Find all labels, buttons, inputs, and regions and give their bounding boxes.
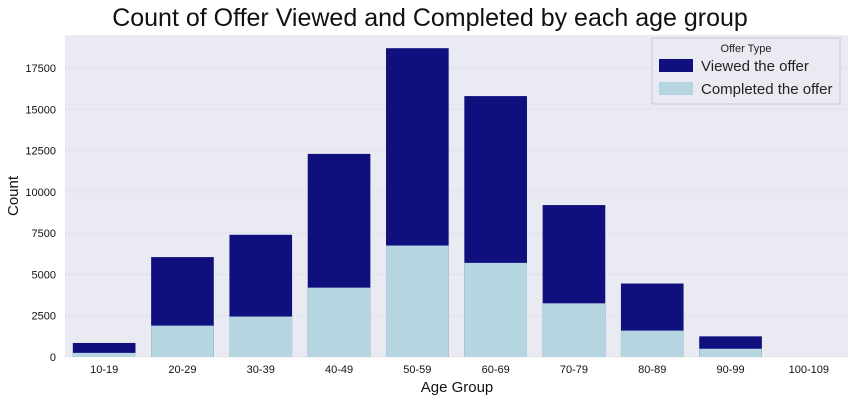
bar-completed xyxy=(464,262,527,357)
legend-label-completed: Completed the offer xyxy=(701,81,832,98)
x-tick-label: 50-59 xyxy=(403,364,431,376)
bar-completed xyxy=(620,330,684,357)
y-tick-label: 17500 xyxy=(25,63,56,75)
legend-label-viewed: Viewed the offer xyxy=(701,58,809,75)
x-tick-label: 30-39 xyxy=(247,364,275,376)
y-tick-label: 12500 xyxy=(25,146,56,158)
y-axis: 0 2500 5000 7500 10000 12500 15000 17500 xyxy=(25,63,56,364)
bar-completed xyxy=(699,348,762,357)
bar-completed xyxy=(386,245,449,357)
y-tick-label: 15000 xyxy=(25,104,56,116)
y-tick-label: 5000 xyxy=(32,269,56,281)
bars xyxy=(72,48,762,357)
bar-completed xyxy=(307,287,371,357)
x-tick-label: 40-49 xyxy=(325,364,353,376)
x-tick-label: 10-19 xyxy=(90,364,118,376)
legend-swatch-viewed xyxy=(659,59,693,72)
x-tick-label: 100-109 xyxy=(789,364,829,376)
x-tick-label: 20-29 xyxy=(168,364,196,376)
bar-completed xyxy=(151,325,214,357)
x-tick-label: 80-89 xyxy=(638,364,666,376)
y-tick-label: 2500 xyxy=(32,311,56,323)
x-tick-label: 90-99 xyxy=(716,364,744,376)
y-tick-label: 10000 xyxy=(25,187,56,199)
legend-swatch-completed xyxy=(659,82,693,95)
y-tick-label: 7500 xyxy=(32,228,56,240)
y-tick-label: 0 xyxy=(50,352,56,364)
legend-title: Offer Type xyxy=(721,43,772,55)
x-axis: 10-19 20-29 30-39 40-49 50-59 60-69 70-79 80-89… xyxy=(90,364,829,376)
x-tick-label: 60-69 xyxy=(482,364,510,376)
y-axis-label: Count xyxy=(5,175,22,216)
bar-completed xyxy=(542,303,606,357)
x-axis-label: Age Group xyxy=(421,379,494,396)
chart-title: Count of Offer Viewed and Completed by e… xyxy=(112,4,748,32)
x-tick-label: 70-79 xyxy=(560,364,588,376)
bar-completed xyxy=(72,352,136,357)
bar-completed xyxy=(229,316,293,357)
legend: Offer Type Viewed the offer Completed th… xyxy=(651,37,841,105)
